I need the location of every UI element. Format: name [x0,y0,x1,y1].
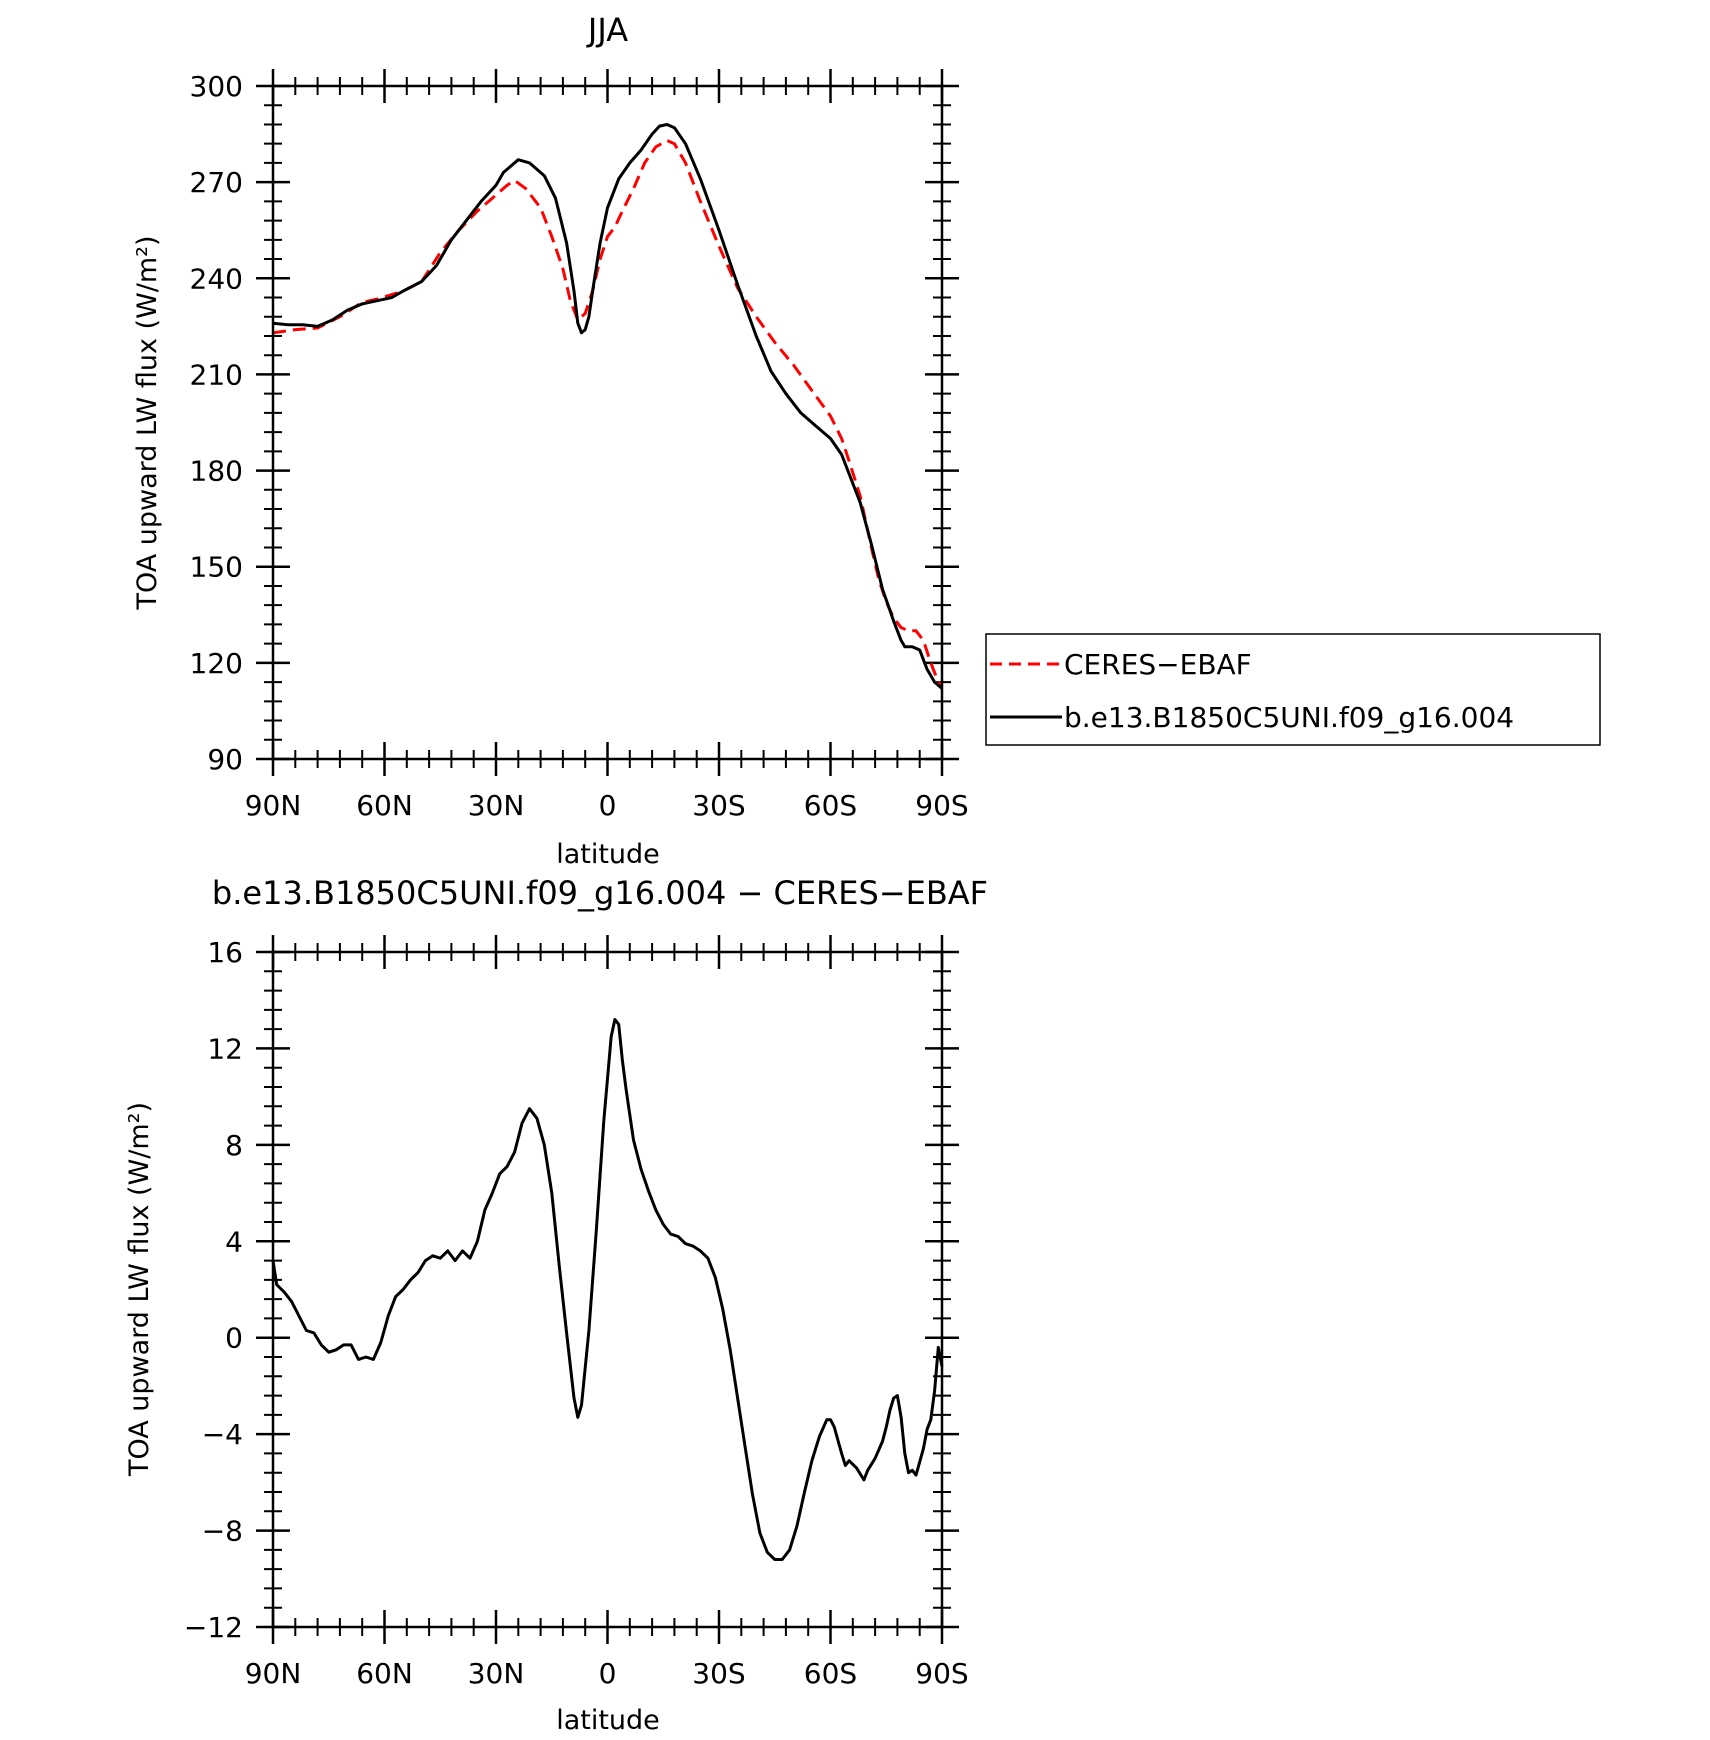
y-tick-label: 150 [190,551,243,584]
series-group [271,1018,944,1561]
y-tick-label: 300 [190,70,243,103]
plot-frame [271,84,944,761]
y-tick-label: −12 [184,1611,243,1644]
x-tick-label: 60S [804,1657,857,1690]
series-line-model [272,123,943,690]
x-tick-label: 90N [245,789,302,822]
x-tick-label: 0 [599,1657,617,1690]
axis-ticks [256,935,959,1644]
axis-ticks [256,69,959,776]
y-axis-label: TOA upward LW flux (W/m²) [124,1102,155,1477]
panel-title: b.e13.B1850C5UNI.f09_g16.004 − CERES−EBA… [212,874,988,912]
difference-panel: b.e13.B1850C5UNI.f09_g16.004 − CERES−EBA… [124,874,988,1736]
x-tick-label: 60N [356,1657,413,1690]
legend-label-model: b.e13.B1850C5UNI.f09_g16.004 [1064,701,1514,734]
x-tick-label: 60S [804,789,857,822]
tick-labels: 90 120 150 180 210 240 270 300 90N 60N 30N 0 30S 60S 9… [190,70,969,822]
series-line-ceres [272,139,943,687]
tick-labels: −12 −8 −4 0 4 8 12 16 90N 60N 30N 0 30S 60S 90S [184,936,969,1690]
legend-box [985,633,1601,746]
y-tick-label: −8 [202,1515,243,1548]
x-tick-label: 30N [468,789,525,822]
y-tick-label: 210 [190,358,243,391]
y-tick-label: 16 [207,936,243,969]
y-tick-label: −4 [202,1418,243,1451]
x-axis-label: latitude [556,839,660,870]
y-tick-label: 90 [207,743,243,776]
x-tick-label: 90N [245,1657,302,1690]
legend: CERES−EBAF b.e13.B1850C5UNI.f09_g16.004 [985,633,1601,746]
x-tick-label: 90S [915,789,968,822]
legend-label-ceres: CERES−EBAF [1064,648,1252,681]
difference-line [271,1018,944,1561]
y-axis-label: TOA upward LW flux (W/m²) [132,235,163,610]
x-tick-label: 30N [468,1657,525,1690]
y-tick-label: 180 [190,455,243,488]
y-tick-label: 120 [190,647,243,680]
y-tick-label: 4 [225,1225,243,1258]
panel-title: JJA [586,11,628,49]
x-axis-label: latitude [556,1705,660,1736]
plot-frame [271,950,944,1629]
y-tick-label: 12 [207,1032,243,1065]
series-group [272,123,943,690]
x-tick-label: 0 [599,789,617,822]
x-tick-label: 90S [915,1657,968,1690]
y-tick-label: 270 [190,166,243,199]
x-tick-label: 30S [692,1657,745,1690]
x-tick-label: 60N [356,789,413,822]
y-tick-label: 240 [190,262,243,295]
y-tick-label: 0 [225,1322,243,1355]
x-tick-label: 30S [692,789,745,822]
y-tick-label: 8 [225,1129,243,1162]
mean-flux-panel: JJA 90 120 150 180 210 240 270 300 90N 60N 30N 0 30S… [132,11,1601,870]
